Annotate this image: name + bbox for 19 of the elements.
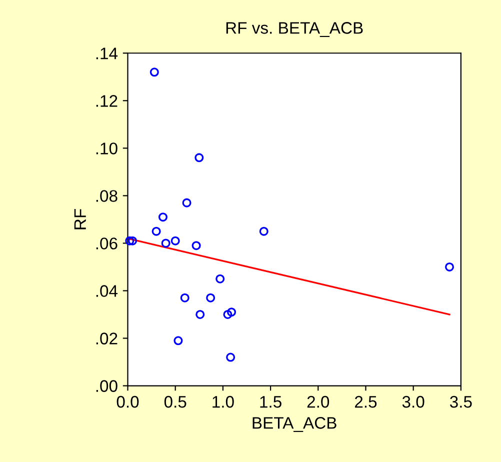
x-tick-label: 1.5 (260, 396, 282, 408)
x-tick-label: 3.5 (450, 396, 472, 408)
y-tick-label: .02 (96, 332, 118, 344)
y-axis-title: RF (74, 209, 86, 230)
x-axis-title: BETA_ACB (252, 417, 336, 432)
x-tick-label: 0.5 (164, 396, 186, 408)
y-tick-label: .14 (96, 48, 118, 60)
y-tick-label: .10 (96, 142, 118, 154)
y-tick-label: .06 (96, 238, 118, 250)
x-tick-label: 3.0 (402, 396, 424, 408)
x-tick-label: 1.0 (212, 396, 234, 408)
x-tick-label: 2.5 (354, 396, 377, 408)
y-tick-label: .12 (96, 95, 118, 107)
x-tick-label: 2.0 (307, 396, 330, 408)
chart-title: RF vs. BETA_ACB (226, 22, 363, 37)
y-tick-label: .00 (96, 380, 118, 392)
y-tick-label: .08 (96, 190, 118, 202)
y-tick-label: .04 (96, 285, 118, 297)
x-tick-label: 0.0 (116, 396, 139, 408)
